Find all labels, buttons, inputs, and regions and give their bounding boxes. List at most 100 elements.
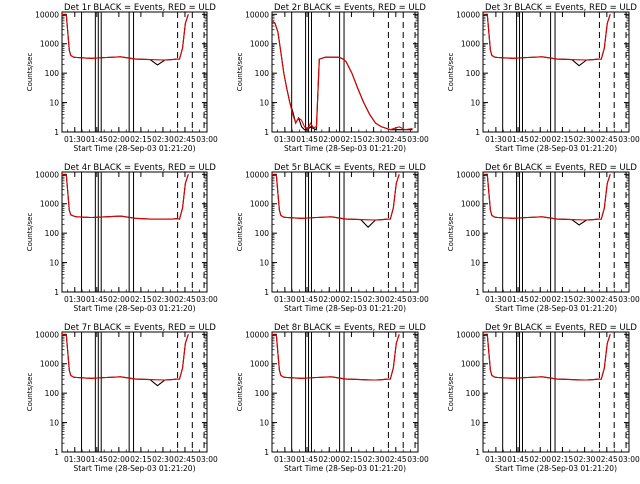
panel-9-ytick-label: 10000 <box>456 330 480 339</box>
panel-5-xtick-label: 01:45 <box>296 295 318 304</box>
panel-3-ytick-label: 1000 <box>461 40 480 49</box>
panel-8-ytick-label: 10000 <box>245 330 269 339</box>
panel-5-title: Det 5r BLACK = Events, RED = ULD <box>274 163 426 173</box>
panel-7-ytick-label: 1 <box>54 448 59 457</box>
panel-2-frame <box>271 11 419 133</box>
panel-3-ytick-label: 10000 <box>456 10 480 19</box>
panel-5-xtick-label: 02:45 <box>385 295 407 304</box>
panel-4-ytick-label: 1000 <box>40 200 59 209</box>
panel-8-ytick-label: 1000 <box>250 360 269 369</box>
panel-6-xtick-label: 02:45 <box>596 295 618 304</box>
panel-1-ytick-label: 100 <box>45 69 60 78</box>
panel-3-series-uld <box>482 13 611 61</box>
panel-1-series-uld <box>61 13 189 61</box>
panel-9-ytick-label: 1 <box>475 448 480 457</box>
panel-7-xlabel: Start Time (28-Sep-03 01:21:20) <box>74 464 196 473</box>
panel-1-xtick-label: 02:45 <box>174 135 196 144</box>
panel-9-ytick-label: 100 <box>466 389 481 398</box>
panel-9-ylabel: Counts/sec <box>447 373 455 412</box>
panel-4-xtick-label: 02:30 <box>152 295 174 304</box>
panel-9-series-events <box>482 333 611 381</box>
panel-2-ytick-label: 1000 <box>250 40 269 49</box>
panel-7-frame <box>61 331 208 453</box>
panel-8-ytick-label: 100 <box>255 389 270 398</box>
panel-2-series-events <box>271 20 413 131</box>
panel-1-ylabel: Counts/sec <box>26 53 34 92</box>
panel-6-frame <box>482 171 630 293</box>
panel-4-ytick-label: 10000 <box>35 170 59 179</box>
panel-7-xtick-label: 01:45 <box>86 455 108 464</box>
panel-2-series-uld <box>271 20 413 131</box>
panel-1-title: Det 1r BLACK = Events, RED = ULD <box>64 3 216 13</box>
panel-5-xtick-label: 03:00 <box>407 295 429 304</box>
panel-6-ytick-label: 10000 <box>456 170 480 179</box>
panel-3-xtick-label: 02:00 <box>529 135 551 144</box>
panel-1-xlabel: Start Time (28-Sep-03 01:21:20) <box>74 144 196 153</box>
panel-2-ytick-label: 10000 <box>245 10 269 19</box>
panel-4-ytick-label: 1 <box>54 288 59 297</box>
panel-1-xtick-label: 01:45 <box>86 135 108 144</box>
panel-1-ytick-label: 10000 <box>35 10 59 19</box>
panel-8-xtick-label: 03:00 <box>407 455 429 464</box>
panel-8-title: Det 8r BLACK = Events, RED = ULD <box>274 323 426 333</box>
panel-6-title: Det 6r BLACK = Events, RED = ULD <box>485 163 637 173</box>
panel-3-ytick-label: 1 <box>475 128 480 137</box>
panel-8-frame <box>271 331 419 453</box>
panel-5-ytick-label: 10000 <box>245 170 269 179</box>
panel-1-xtick-label: 02:00 <box>108 135 130 144</box>
panel-2-xtick-label: 03:00 <box>407 135 429 144</box>
panel-6-xtick-label: 02:30 <box>574 295 596 304</box>
panel-7-ytick-label: 10 <box>49 419 59 428</box>
panel-4-title: Det 4r BLACK = Events, RED = ULD <box>64 163 216 173</box>
panel-2-xtick-label: 01:45 <box>296 135 318 144</box>
panel-1-ytick-label: 10 <box>49 99 59 108</box>
panel-9-ytick-label: 1000 <box>461 360 480 369</box>
panel-3-ytick-label: 100 <box>466 69 481 78</box>
panel-7-xtick-label: 03:00 <box>196 455 218 464</box>
panel-7-ytick-label: 100 <box>45 389 60 398</box>
panel-8-xtick-label: 02:00 <box>318 455 340 464</box>
panel-6-ytick-label: 1 <box>475 288 480 297</box>
panel-2-xtick-label: 02:30 <box>363 135 385 144</box>
panel-6-xtick-label: 01:45 <box>507 295 529 304</box>
panel-8-ytick-label: 10 <box>259 419 269 428</box>
panel-8-xtick-label: 02:30 <box>363 455 385 464</box>
panel-6-ytick-label: 10 <box>470 259 480 268</box>
panel-6-series-uld <box>482 173 611 221</box>
panel-4-xtick-label: 02:00 <box>108 295 130 304</box>
panel-3-xlabel: Start Time (28-Sep-03 01:21:20) <box>495 144 617 153</box>
panel-6-xlabel: Start Time (28-Sep-03 01:21:20) <box>495 304 617 313</box>
panel-4-xtick-label: 01:30 <box>64 295 86 304</box>
panel-8-xtick-label: 02:15 <box>341 455 363 464</box>
panel-4-series-events <box>61 173 189 220</box>
panel-8-series-events <box>271 333 400 381</box>
panel-5-xtick-label: 01:30 <box>274 295 296 304</box>
panel-2-ytick-label: 100 <box>255 69 270 78</box>
panel-5-xlabel: Start Time (28-Sep-03 01:21:20) <box>284 304 406 313</box>
panel-7-series-uld <box>61 333 189 381</box>
panel-4-frame <box>61 171 208 293</box>
panel-5-series-uld <box>271 173 400 221</box>
panel-8-xtick-label: 01:45 <box>296 455 318 464</box>
panel-9-xtick-label: 02:30 <box>574 455 596 464</box>
panel-2-ylabel: Counts/sec <box>236 53 244 92</box>
panel-8-xlabel: Start Time (28-Sep-03 01:21:20) <box>284 464 406 473</box>
panel-2-xtick-label: 02:15 <box>341 135 363 144</box>
panel-7-xtick-label: 02:15 <box>130 455 152 464</box>
panel-9-ytick-label: 10 <box>470 419 480 428</box>
panel-1-ytick-label: 1000 <box>40 40 59 49</box>
panel-4-ylabel: Counts/sec <box>26 213 34 252</box>
panel-8-xtick-label: 01:30 <box>274 455 296 464</box>
panel-9-xtick-label: 02:00 <box>529 455 551 464</box>
panel-6-xtick-label: 02:15 <box>552 295 574 304</box>
panel-6-ylabel: Counts/sec <box>447 213 455 252</box>
panel-9-series-uld <box>482 333 611 381</box>
panel-7-xtick-label: 02:00 <box>108 455 130 464</box>
panel-7-xtick-label: 02:45 <box>174 455 196 464</box>
panel-4-xlabel: Start Time (28-Sep-03 01:21:20) <box>74 304 196 313</box>
panel-2-ytick-label: 1 <box>264 128 269 137</box>
panel-2-xtick-label: 01:30 <box>274 135 296 144</box>
panel-8-ylabel: Counts/sec <box>236 373 244 412</box>
panel-3-xtick-label: 02:15 <box>552 135 574 144</box>
